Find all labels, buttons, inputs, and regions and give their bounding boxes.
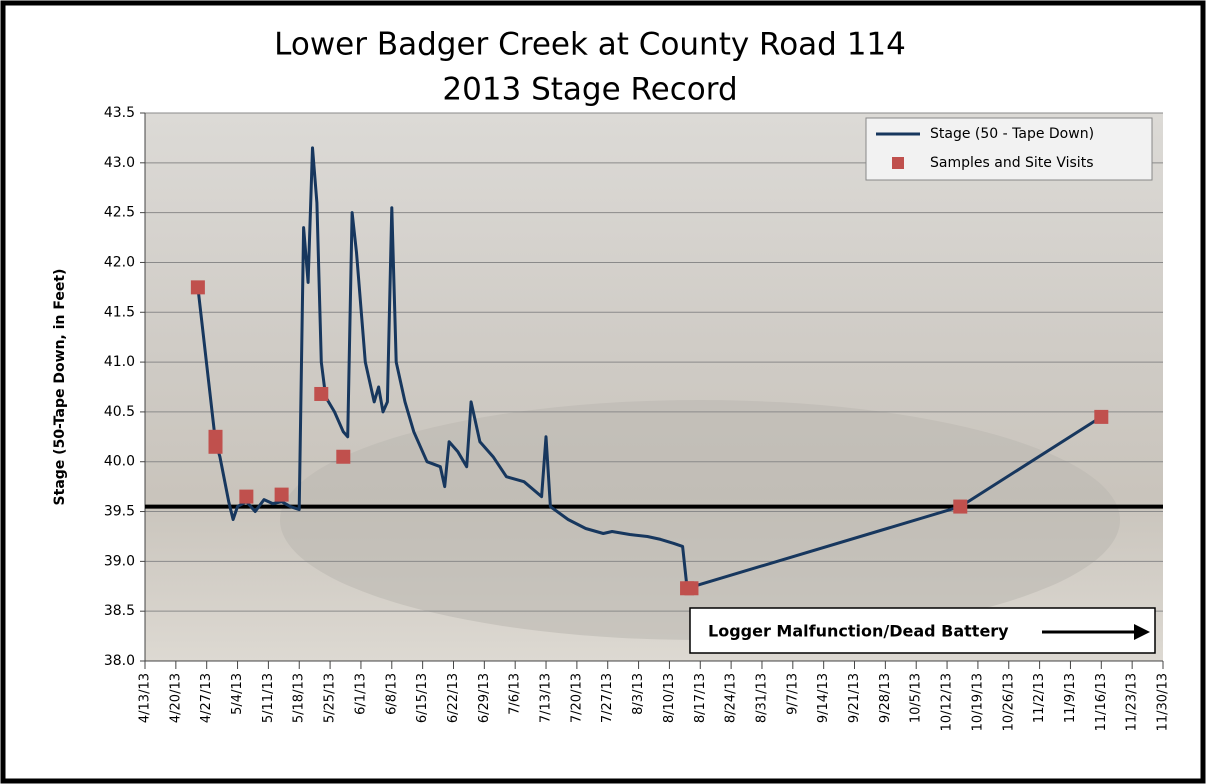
x-tick-label: 10/19/13	[970, 673, 985, 731]
x-tick-label: 9/21/13	[847, 673, 862, 723]
legend-label: Stage (50 - Tape Down)	[930, 126, 1094, 142]
sample-marker	[953, 500, 967, 514]
annotation-text: Logger Malfunction/Dead Battery	[708, 622, 1009, 641]
sample-marker	[239, 490, 253, 504]
x-tick-label: 5/4/13	[230, 673, 245, 715]
legend-marker-swatch	[892, 157, 904, 169]
x-tick-label: 8/31/13	[754, 673, 769, 723]
y-axis-label: Stage (50-Tape Down, in Feet)	[52, 269, 68, 506]
x-tick-label: 6/8/13	[384, 673, 399, 715]
x-tick-label: 6/15/13	[415, 673, 430, 723]
y-tick-label: 41.5	[104, 304, 135, 320]
sample-marker	[191, 280, 205, 294]
y-tick-label: 42.5	[104, 205, 135, 221]
x-tick-label: 9/14/13	[816, 673, 831, 723]
legend-label: Samples and Site Visits	[930, 155, 1093, 171]
x-tick-label: 11/30/13	[1156, 673, 1171, 731]
x-tick-label: 9/28/13	[878, 673, 893, 723]
x-tick-label: 10/12/13	[940, 673, 955, 731]
sample-marker	[336, 450, 350, 464]
x-tick-label: 4/20/13	[168, 673, 183, 723]
y-tick-label: 39.0	[104, 553, 135, 569]
x-tick-label: 7/27/13	[600, 673, 615, 723]
y-tick-label: 43.5	[104, 105, 135, 121]
x-tick-label: 11/2/13	[1032, 673, 1047, 723]
sample-marker	[684, 581, 698, 595]
x-tick-label: 6/29/13	[477, 673, 492, 723]
sample-marker	[275, 488, 289, 502]
sample-marker	[314, 387, 328, 401]
y-tick-label: 38.5	[104, 603, 135, 619]
x-tick-label: 5/18/13	[292, 673, 307, 723]
legend: Stage (50 - Tape Down) Samples and Site …	[866, 118, 1152, 180]
y-tick-label: 38.0	[104, 653, 135, 669]
y-tick-label: 40.5	[104, 404, 135, 420]
chart: Lower Badger Creek at County Road 114 20…	[0, 0, 1206, 784]
x-tick-label: 7/13/13	[539, 673, 554, 723]
x-tick-label: 8/3/13	[631, 673, 646, 715]
x-tick-label: 8/24/13	[724, 673, 739, 723]
sample-marker	[209, 440, 223, 454]
x-tick-label: 11/23/13	[1125, 673, 1140, 731]
background-photo-water	[280, 400, 1120, 640]
x-tick-label: 8/10/13	[662, 673, 677, 723]
sample-marker	[1094, 410, 1108, 424]
x-tick-label: 11/9/13	[1063, 673, 1078, 723]
chart-title: Lower Badger Creek at County Road 114	[274, 27, 906, 63]
x-tick-label: 9/7/13	[785, 673, 800, 715]
chart-subtitle: 2013 Stage Record	[442, 72, 737, 108]
x-tick-label: 10/5/13	[909, 673, 924, 723]
x-tick-label: 4/13/13	[138, 673, 153, 723]
x-tick-label: 10/26/13	[1001, 673, 1016, 731]
annotation: Logger Malfunction/Dead Battery	[690, 608, 1155, 653]
y-tick-label: 43.0	[104, 155, 135, 171]
y-tick-label: 40.0	[104, 454, 135, 470]
y-tick-label: 39.5	[104, 504, 135, 520]
x-tick-label: 6/22/13	[446, 673, 461, 723]
x-tick-label: 4/27/13	[199, 673, 214, 723]
x-tick-label: 5/25/13	[323, 673, 338, 723]
y-tick-label: 42.0	[104, 254, 135, 270]
x-tick-label: 6/1/13	[353, 673, 368, 715]
x-tick-label: 7/20/13	[569, 673, 584, 723]
y-tick-label: 41.0	[104, 354, 135, 370]
x-tick-label: 7/6/13	[508, 673, 523, 715]
x-tick-label: 8/17/13	[693, 673, 708, 723]
x-tick-label: 11/16/13	[1094, 673, 1109, 731]
x-tick-label: 5/11/13	[261, 673, 276, 723]
